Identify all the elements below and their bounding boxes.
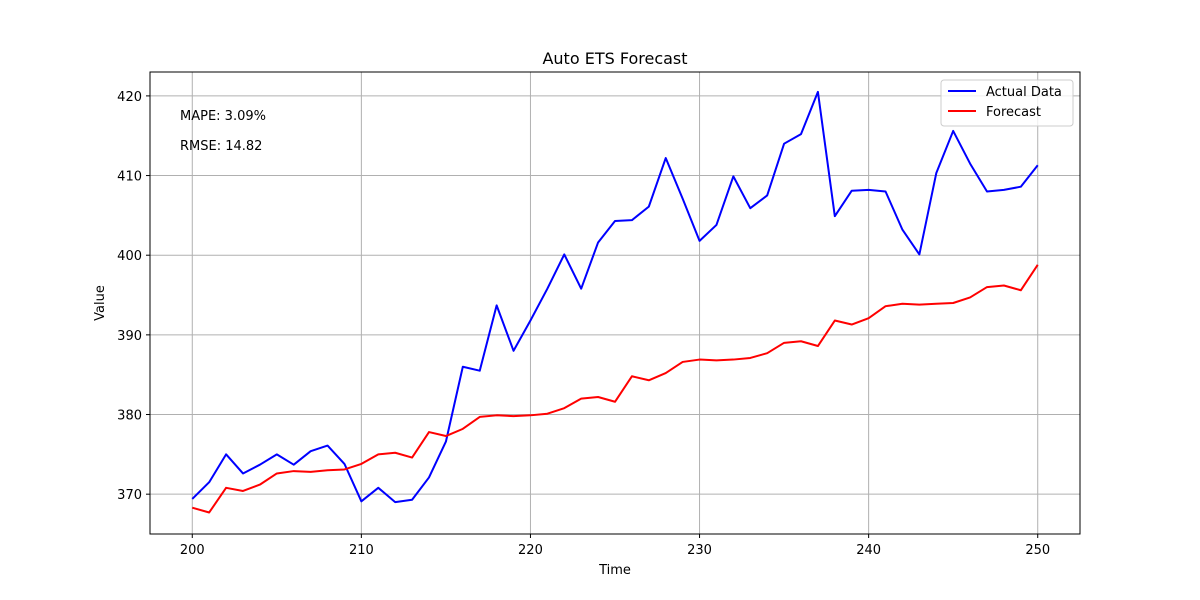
legend: Actual Data Forecast xyxy=(940,79,1074,127)
mape-annotation: MAPE: 3.09% xyxy=(180,109,266,124)
x-tick-label: 200 xyxy=(180,543,205,558)
y-tick-label: 400 xyxy=(117,249,142,264)
grid-lines xyxy=(150,72,1080,534)
axis-ticks: 200 210 220 230 240 250 370 380 390 400 410 420 xyxy=(117,90,1050,558)
y-tick-label: 370 xyxy=(117,488,142,503)
y-tick-label: 420 xyxy=(117,90,142,105)
legend-label-actual: Actual Data xyxy=(986,85,1062,100)
x-tick-label: 230 xyxy=(687,543,712,558)
y-tick-label: 390 xyxy=(117,329,142,344)
y-tick-label: 380 xyxy=(117,409,142,424)
series-lines xyxy=(191,90,1039,514)
x-tick-label: 220 xyxy=(518,543,543,558)
legend-label-forecast: Forecast xyxy=(986,105,1041,120)
series-line-forecast xyxy=(191,264,1039,514)
rmse-annotation: RMSE: 14.82 xyxy=(180,139,262,154)
x-axis-label: Time xyxy=(598,563,631,578)
series-line-actual-data xyxy=(191,90,1039,504)
x-tick-label: 210 xyxy=(349,543,374,558)
plot-area-frame xyxy=(149,71,1081,535)
chart-title: Auto ETS Forecast xyxy=(542,49,687,68)
y-axis-label: Value xyxy=(93,285,108,321)
y-tick-label: 410 xyxy=(117,170,142,185)
x-tick-label: 240 xyxy=(856,543,881,558)
x-tick-label: 250 xyxy=(1025,543,1050,558)
